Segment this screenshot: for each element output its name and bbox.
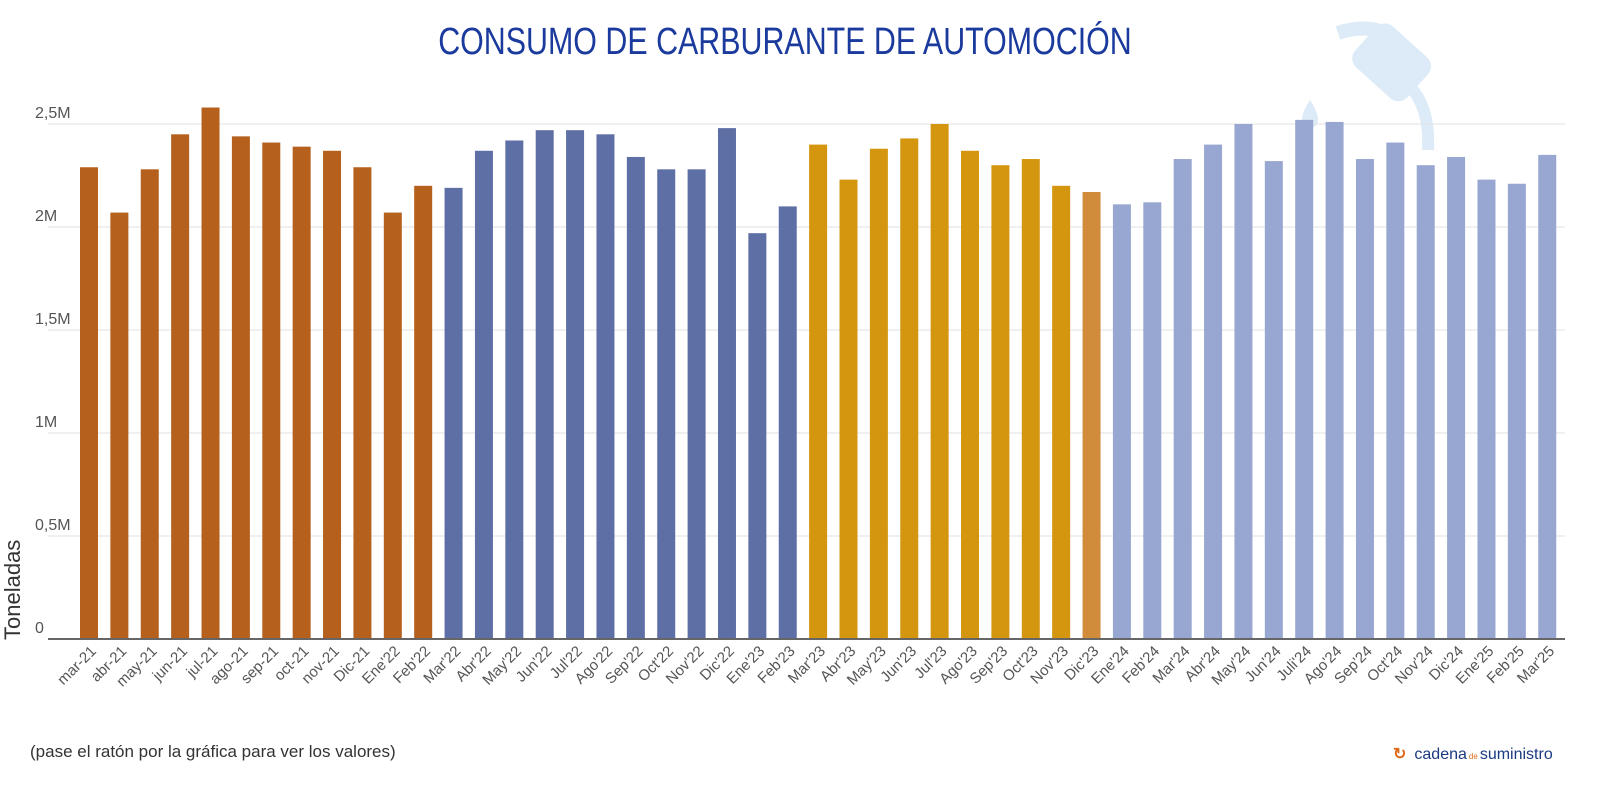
bar-Jun-23[interactable] <box>900 138 919 640</box>
bar-Oct-22[interactable] <box>657 169 676 639</box>
y-tick-label: 0 <box>35 620 44 637</box>
bar-Nov-22[interactable] <box>687 169 706 639</box>
bar-Dic-21[interactable] <box>353 167 372 639</box>
bar-oct-21[interactable] <box>292 146 311 639</box>
bar-sep-21[interactable] <box>262 142 281 640</box>
bar-abr-21[interactable] <box>110 212 129 639</box>
bar-Ene-25[interactable] <box>1477 179 1496 639</box>
y-axis-label: Toneladas <box>0 540 25 640</box>
bar-Jun-22[interactable] <box>535 130 554 639</box>
chart-title: CONSUMO DE CARBURANTE DE AUTOMOCIÓN <box>438 20 1132 63</box>
bar-May-24[interactable] <box>1234 124 1253 639</box>
bar-Mar-23[interactable] <box>809 144 828 639</box>
bar-Sep-23[interactable] <box>991 165 1010 639</box>
bar-Feb-25[interactable] <box>1507 183 1526 640</box>
bar-Ago-23[interactable] <box>961 150 980 639</box>
x-tick-label: jun-21 <box>149 643 191 685</box>
fuel-nozzle-icon <box>1302 21 1435 151</box>
bar-Ago-22[interactable] <box>596 134 615 640</box>
bar-may-21[interactable] <box>140 169 159 639</box>
bar-Dic-24[interactable] <box>1447 156 1466 639</box>
bar-Jun-24[interactable] <box>1264 161 1283 639</box>
logo-de: de <box>1468 752 1478 761</box>
bar-Ene-24[interactable] <box>1112 204 1131 639</box>
bar-Nov-23[interactable] <box>1052 185 1071 640</box>
bar-Nov-24[interactable] <box>1416 165 1435 639</box>
x-tick-label: mar-21 <box>54 643 100 689</box>
bar-Dic-23[interactable] <box>1082 191 1101 640</box>
logo-arrows-icon: ↻ <box>1393 746 1407 763</box>
bar-Feb-22[interactable] <box>414 185 433 640</box>
bar-Mar-24[interactable] <box>1173 159 1192 639</box>
hover-hint: (pase el ratón por la gráfica para ver l… <box>30 742 396 761</box>
bar-Feb-23[interactable] <box>778 206 797 639</box>
bar-jun-21[interactable] <box>171 134 190 640</box>
logo-suffix: suministro <box>1479 746 1553 763</box>
y-tick-label: 1M <box>35 414 57 431</box>
bar-Abr-24[interactable] <box>1204 144 1223 639</box>
logo-name: cadena <box>1414 746 1467 763</box>
bar-Mar-22[interactable] <box>444 187 463 640</box>
bar-Jul-22[interactable] <box>566 130 585 639</box>
bar-Oct-24[interactable] <box>1386 142 1405 640</box>
bar-Jul-23[interactable] <box>930 124 949 639</box>
bar-Oct-23[interactable] <box>1021 159 1040 639</box>
bar-jul-21[interactable] <box>201 107 220 639</box>
bar-May-23[interactable] <box>869 148 888 639</box>
y-tick-label: 1,5M <box>35 311 71 328</box>
bar-May-22[interactable] <box>505 140 524 640</box>
y-tick-label: 0,5M <box>35 517 71 534</box>
bar-Mar-25[interactable] <box>1538 154 1557 639</box>
bar-nov-21[interactable] <box>323 150 342 639</box>
bar-Dic-22[interactable] <box>717 128 736 639</box>
bar-Sep-22[interactable] <box>626 156 645 639</box>
bar-Abr-22[interactable] <box>474 150 493 639</box>
bar-ago-21[interactable] <box>231 136 250 640</box>
y-tick-label: 2,5M <box>35 105 71 122</box>
bar-Abr-23[interactable] <box>839 179 858 639</box>
bar-Ene-22[interactable] <box>383 212 402 639</box>
bar-Sep-24[interactable] <box>1355 159 1374 639</box>
brand-logo: ↻ cadena de suministro <box>1393 744 1553 764</box>
bar-Juli-24[interactable] <box>1295 119 1314 639</box>
y-tick-label: 2M <box>35 208 57 225</box>
bar-Feb-24[interactable] <box>1143 202 1162 639</box>
bar-mar-21[interactable] <box>80 167 98 639</box>
bar-Ene-23[interactable] <box>748 233 767 639</box>
bar-Ago-24[interactable] <box>1325 121 1344 639</box>
